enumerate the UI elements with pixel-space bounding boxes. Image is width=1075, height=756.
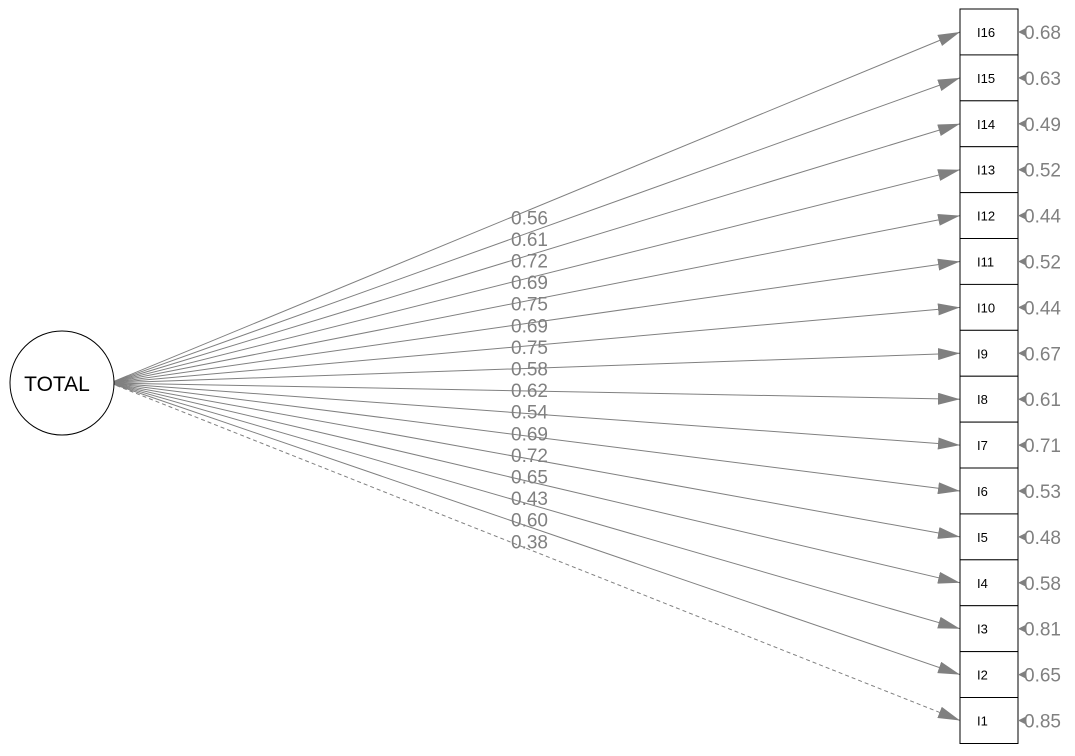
item-label-i8: I8: [977, 392, 988, 407]
item-boxes: I16 I15 I14 I13 I12 I11 I10 I9 I8 I7 I6 I5 I4 I3 I2 I1: [959, 8, 1019, 744]
residual-label-i10: 0.44: [1024, 298, 1061, 319]
item-label-i3: I3: [977, 622, 988, 637]
residual-label-i9: 0.67: [1024, 344, 1061, 365]
item-box-i10: I10: [959, 283, 1019, 331]
residual-label-i3: 0.81: [1024, 620, 1061, 641]
item-label-i5: I5: [977, 530, 988, 545]
loading-path-i13: [109, 169, 961, 384]
item-label-i1: I1: [977, 714, 988, 729]
item-box-i13: I13: [959, 146, 1019, 194]
residual-label-i11: 0.52: [1024, 253, 1061, 274]
item-label-i16: I16: [977, 25, 995, 40]
item-box-i6: I6: [959, 467, 1019, 515]
loading-label-i11: 0.69: [511, 316, 548, 337]
loading-path-i11: [109, 258, 961, 384]
item-box-i7: I7: [959, 421, 1019, 469]
residual-label-i16: 0.68: [1024, 23, 1061, 44]
loading-label-i6: 0.69: [511, 424, 548, 445]
item-box-i9: I9: [959, 329, 1019, 377]
residual-label-i5: 0.48: [1024, 528, 1061, 549]
residual-label-i15: 0.63: [1024, 69, 1061, 90]
residual-label-i8: 0.61: [1024, 390, 1061, 411]
item-box-i2: I2: [959, 651, 1019, 699]
item-label-i12: I12: [977, 209, 995, 224]
loading-label-i12: 0.75: [511, 295, 548, 316]
item-box-i3: I3: [959, 605, 1019, 653]
item-label-i6: I6: [977, 484, 988, 499]
loading-label-i5: 0.72: [511, 446, 548, 467]
item-label-i4: I4: [977, 576, 988, 591]
loading-path-i1: [109, 382, 961, 721]
residual-label-i1: 0.85: [1024, 712, 1061, 733]
item-label-i14: I14: [977, 117, 995, 132]
loading-path-i2: [109, 382, 961, 676]
loading-path-i6: [109, 382, 961, 495]
residual-label-i2: 0.65: [1024, 666, 1061, 687]
item-box-i15: I15: [959, 54, 1019, 102]
loading-label-i9: 0.58: [511, 360, 548, 381]
residual-label-i13: 0.52: [1024, 161, 1061, 182]
loading-label-i4: 0.65: [511, 468, 548, 489]
item-box-i4: I4: [959, 559, 1019, 607]
item-label-i7: I7: [977, 438, 988, 453]
item-box-i8: I8: [959, 375, 1019, 423]
item-label-i9: I9: [977, 346, 988, 361]
loading-path-i16: [109, 31, 961, 384]
loading-label-i14: 0.72: [511, 252, 548, 273]
item-box-i16: I16: [959, 8, 1019, 56]
item-label-i15: I15: [977, 71, 995, 86]
loading-label-i13: 0.69: [511, 273, 548, 294]
residual-label-i14: 0.49: [1024, 115, 1061, 136]
item-label-i10: I10: [977, 300, 995, 315]
loading-label-i2: 0.60: [511, 511, 548, 532]
loading-paths: [109, 31, 961, 721]
residual-label-i7: 0.71: [1024, 436, 1061, 457]
item-box-i14: I14: [959, 100, 1019, 148]
item-box-i12: I12: [959, 192, 1019, 240]
loading-label-i1: 0.38: [511, 532, 548, 553]
loading-path-i5: [109, 382, 961, 539]
loading-path-i4: [109, 382, 961, 584]
loading-label-i7: 0.54: [511, 403, 548, 424]
item-label-i2: I2: [977, 668, 988, 683]
loading-path-i10: [109, 303, 961, 384]
residual-label-i4: 0.58: [1024, 574, 1061, 595]
loading-path-i12: [109, 213, 961, 384]
loading-label-i3: 0.43: [511, 489, 548, 510]
loading-path-i8: [109, 382, 961, 405]
loading-path-i7: [109, 382, 961, 450]
residual-paths: 0.68 0.63 0.49 0.52 0.44 0.52 0.44 0.67 0.61 0.71…: [1018, 23, 1061, 733]
item-box-i11: I11: [959, 238, 1019, 285]
latent-label: TOTAL: [24, 373, 90, 396]
loading-path-i3: [109, 382, 961, 630]
loading-label-i16: 0.56: [511, 208, 548, 229]
loading-label-i10: 0.75: [511, 338, 548, 359]
loading-path-i9: [109, 348, 961, 384]
loading-path-i14: [109, 123, 961, 384]
loading-label-i15: 0.61: [511, 230, 548, 251]
item-label-i11: I11: [977, 255, 994, 270]
loading-label-i8: 0.62: [511, 381, 548, 402]
residual-label-i6: 0.53: [1024, 482, 1061, 503]
latent-node-total: TOTAL: [9, 330, 115, 436]
loading-path-i15: [109, 77, 961, 384]
item-box-i1: I1: [959, 697, 1019, 744]
loading-labels: 0.560.610.720.690.750.690.750.580.620.54…: [511, 208, 548, 553]
item-label-i13: I13: [977, 163, 995, 178]
item-box-i5: I5: [959, 513, 1019, 561]
residual-label-i12: 0.44: [1024, 207, 1061, 228]
